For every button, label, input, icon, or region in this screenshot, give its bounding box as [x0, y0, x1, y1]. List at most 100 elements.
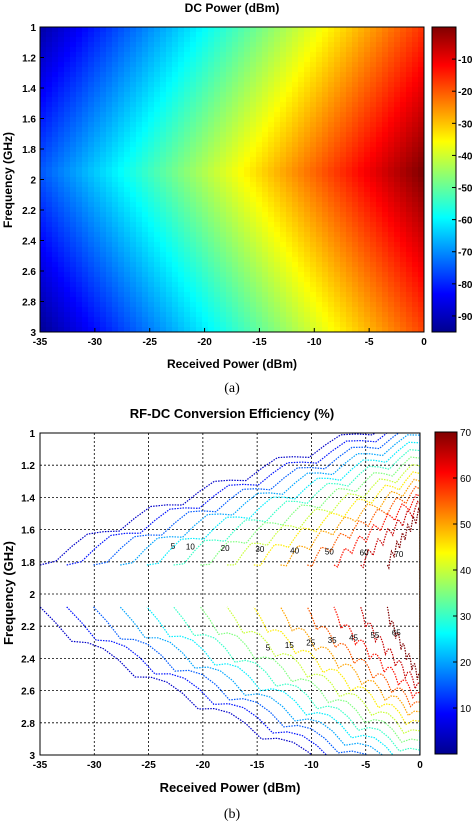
heatmap-cell: [160, 312, 167, 318]
x-tick-label: 0: [421, 337, 427, 348]
heatmap-cell: [106, 57, 113, 63]
heatmap-cell: [46, 172, 53, 178]
heatmap-cell: [172, 62, 179, 68]
heatmap-cell: [208, 297, 215, 303]
heatmap-cell: [64, 177, 71, 183]
heatmap-cell: [274, 242, 281, 248]
heatmap-cell: [262, 307, 269, 313]
heatmap-cell: [112, 127, 119, 133]
heatmap-cell: [394, 72, 401, 78]
heatmap-cell: [40, 217, 47, 223]
heatmap-cell: [316, 222, 323, 228]
heatmap-cell: [262, 142, 269, 148]
heatmap-cell: [352, 287, 359, 293]
heatmap-cell: [322, 137, 329, 143]
heatmap-cell: [280, 277, 287, 283]
heatmap-cell: [370, 257, 377, 263]
heatmap-cell: [64, 147, 71, 153]
heatmap-cell: [364, 232, 371, 238]
heatmap-cell: [178, 62, 185, 68]
heatmap-cell: [46, 262, 53, 268]
contour-label: 40: [290, 546, 299, 555]
heatmap-cell: [94, 227, 101, 233]
heatmap-cell: [100, 147, 107, 153]
heatmap-cell: [190, 147, 197, 153]
heatmap-cell: [82, 302, 89, 308]
heatmap-cell: [88, 307, 95, 313]
heatmap-cell: [214, 212, 221, 218]
heatmap-cell: [178, 202, 185, 208]
heatmap-cell: [364, 77, 371, 83]
heatmap-cell: [142, 147, 149, 153]
heatmap-cell: [154, 47, 161, 53]
heatmap-cell: [286, 287, 293, 293]
heatmap-cell: [346, 142, 353, 148]
heatmap-cell: [352, 97, 359, 103]
heatmap-cell: [358, 152, 365, 158]
heatmap-cell: [250, 87, 257, 93]
heatmap-cell: [232, 37, 239, 43]
heatmap-cell: [256, 212, 263, 218]
heatmap-cell: [388, 282, 395, 288]
heatmap-cell: [280, 52, 287, 58]
heatmap-cell: [268, 307, 275, 313]
heatmap-cell: [214, 237, 221, 243]
heatmap-cell: [124, 297, 131, 303]
heatmap-cell: [112, 77, 119, 83]
heatmap-cell: [136, 192, 143, 198]
heatmap-cell: [238, 77, 245, 83]
heatmap-cell: [412, 82, 419, 88]
heatmap-cell: [310, 52, 317, 58]
heatmap-cell: [250, 77, 257, 83]
heatmap-cell: [418, 107, 424, 113]
heatmap-cell: [196, 202, 203, 208]
heatmap-cell: [154, 97, 161, 103]
heatmap-cell: [364, 272, 371, 278]
heatmap-cell: [64, 327, 71, 332]
heatmap-cell: [124, 167, 131, 173]
heatmap-cell: [358, 312, 365, 318]
heatmap-cell: [292, 227, 299, 233]
heatmap-cell: [148, 217, 155, 223]
heatmap-cell: [172, 152, 179, 158]
heatmap-cell: [88, 212, 95, 218]
heatmap-cell: [394, 197, 401, 203]
heatmap-cell: [280, 152, 287, 158]
heatmap-cell: [340, 32, 347, 38]
heatmap-cell: [214, 32, 221, 38]
heatmap-cell: [328, 97, 335, 103]
heatmap-cell: [142, 82, 149, 88]
heatmap-cell: [166, 277, 173, 283]
heatmap-cell: [232, 57, 239, 63]
heatmap-cell: [316, 117, 323, 123]
heatmap-cell: [364, 182, 371, 188]
heatmap-cell: [232, 262, 239, 268]
heatmap-cell: [40, 302, 47, 308]
heatmap-cell: [178, 57, 185, 63]
heatmap-cell: [310, 252, 317, 258]
heatmap-cell: [214, 117, 221, 123]
heatmap-cell: [82, 172, 89, 178]
heatmap-cell: [106, 187, 113, 193]
heatmap-cell: [298, 217, 305, 223]
heatmap-cell: [202, 207, 209, 213]
heatmap-cell: [88, 227, 95, 233]
heatmap-cell: [280, 287, 287, 293]
heatmap-cell: [208, 122, 215, 128]
heatmap-cell: [352, 297, 359, 303]
heatmap-cell: [274, 322, 281, 328]
heatmap-cell: [154, 327, 161, 332]
heatmap-cell: [304, 32, 311, 38]
heatmap-cell: [76, 42, 83, 48]
heatmap-cell: [286, 127, 293, 133]
heatmap-cell: [406, 247, 413, 253]
heatmap-cell: [358, 62, 365, 68]
heatmap-cell: [256, 317, 263, 323]
heatmap-cell: [400, 202, 407, 208]
heatmap-cell: [364, 57, 371, 63]
heatmap-cell: [340, 152, 347, 158]
heatmap-cell: [232, 157, 239, 163]
heatmap-cell: [418, 237, 424, 243]
heatmap-cell: [268, 67, 275, 73]
heatmap-cell: [262, 157, 269, 163]
